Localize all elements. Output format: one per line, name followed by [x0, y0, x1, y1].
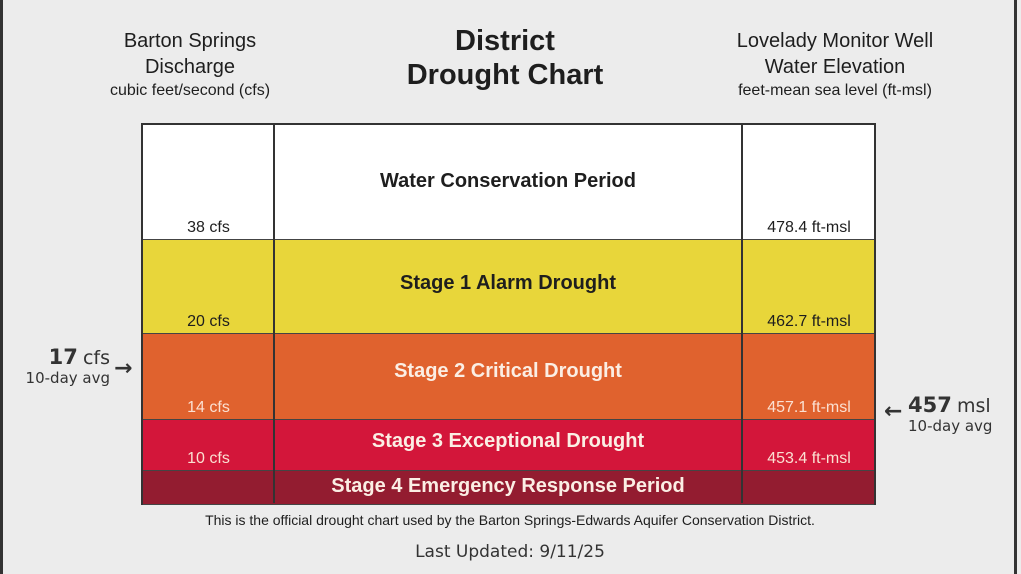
cfs-threshold: 20 cfs	[187, 313, 230, 330]
chart-title: District Drought Chart	[340, 24, 670, 92]
header-unit: feet-mean sea level (ft-msl)	[738, 82, 932, 99]
msl-threshold: 453.4 ft-msl	[767, 450, 851, 467]
discharge-unit: cfs	[82, 347, 110, 369]
stage-row: Stage 2 Critical Drought 14 cfs 457.1 ft-m…	[143, 334, 874, 420]
arrow-right-icon: →	[114, 356, 133, 381]
header-line: Water Elevation	[764, 56, 906, 78]
title-line: Drought Chart	[406, 59, 604, 91]
header-unit: cubic feet/second (cfs)	[109, 82, 271, 99]
msl-threshold: 457.1 ft-msl	[767, 399, 851, 416]
discharge-value: 17	[48, 345, 78, 369]
stage-name: Stage 1 Alarm Drought	[400, 272, 616, 294]
header-line: Discharge	[144, 56, 236, 78]
header-line: Barton Springs	[123, 30, 257, 52]
stage-name: Stage 4 Emergency Response Period	[331, 475, 685, 497]
last-updated: Last Updated: 9/11/25	[415, 542, 605, 562]
discharge-label: 10-day avg	[25, 369, 110, 387]
msl-threshold: 462.7 ft-msl	[767, 313, 851, 330]
elevation-label: 10-day avg	[908, 417, 993, 435]
cfs-threshold: 14 cfs	[187, 399, 230, 416]
cfs-threshold: 10 cfs	[187, 450, 230, 467]
stage-row: Stage 1 Alarm Drought 20 cfs 462.7 ft-msl	[143, 240, 874, 334]
elevation-unit: msl	[956, 395, 991, 417]
stage-name: Stage 3 Exceptional Drought	[371, 430, 645, 452]
title-line: District	[455, 25, 555, 57]
elevation-header: Lovelady Monitor Well Water Elevation fe…	[700, 28, 970, 102]
stage-row: Stage 4 Emergency Response Period	[143, 471, 874, 505]
current-elevation: 457 msl 10-day avg	[908, 393, 992, 435]
column-divider	[741, 125, 743, 503]
stage-name: Stage 2 Critical Drought	[394, 360, 622, 382]
stage-name: Water Conservation Period	[380, 170, 636, 192]
current-discharge: 17 cfs 10-day avg	[14, 345, 110, 387]
drought-table: Water Conservation Period 38 cfs 478.4 ft-…	[141, 123, 876, 505]
discharge-header: Barton Springs Discharge cubic feet/seco…	[80, 28, 300, 102]
footnote: This is the official drought chart used …	[205, 512, 815, 528]
header-line: Lovelady Monitor Well	[736, 30, 934, 52]
elevation-value: 457	[908, 393, 952, 417]
arrow-left-icon: ←	[884, 399, 903, 424]
stage-row: Stage 3 Exceptional Drought 10 cfs 453.4 f…	[143, 420, 874, 471]
column-divider	[273, 125, 275, 503]
cfs-threshold: 38 cfs	[187, 219, 230, 236]
msl-threshold: 478.4 ft-msl	[767, 219, 851, 236]
stage-row: Water Conservation Period 38 cfs 478.4 ft-…	[143, 125, 874, 240]
